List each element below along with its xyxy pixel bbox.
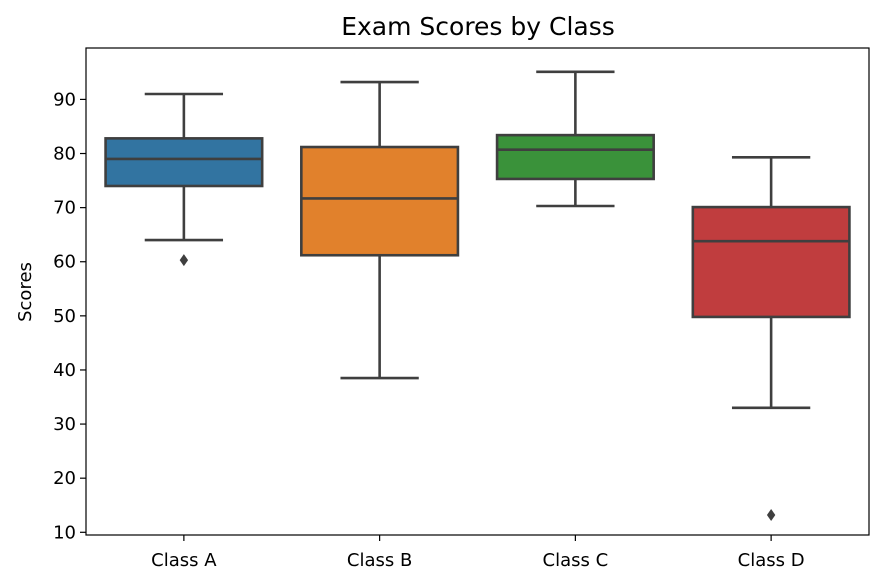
y-tick-label: 90 (53, 89, 76, 110)
y-tick-label: 70 (53, 198, 76, 219)
y-tick-label: 60 (53, 252, 76, 273)
box-class-a (104, 137, 264, 188)
y-tick-label: 50 (53, 306, 76, 327)
chart-title: Exam Scores by Class (341, 12, 615, 41)
y-tick-label: 40 (53, 360, 76, 381)
x-tick-label-class-d: Class D (738, 550, 805, 571)
box-class-b (300, 145, 460, 257)
plot-area: 10 20 30 40 50 60 70 80 90 Class A Class B Class C C… (53, 47, 870, 571)
x-tick-label-class-c: Class C (543, 550, 609, 571)
outlier-point-class-d (766, 508, 776, 521)
box-class-c (495, 133, 655, 181)
y-tick-label: 20 (53, 468, 76, 489)
y-axis-label: Scores (15, 262, 36, 322)
plot-frame (85, 47, 870, 536)
y-tick-label: 30 (53, 414, 76, 435)
y-tick-label: 80 (53, 144, 76, 165)
y-tick-label: 10 (53, 522, 76, 543)
box-class-d (691, 205, 851, 319)
x-tick-label-class-b: Class B (347, 550, 412, 571)
x-tick-label-class-a: Class A (151, 550, 217, 571)
outlier-point-class-a (179, 254, 189, 267)
